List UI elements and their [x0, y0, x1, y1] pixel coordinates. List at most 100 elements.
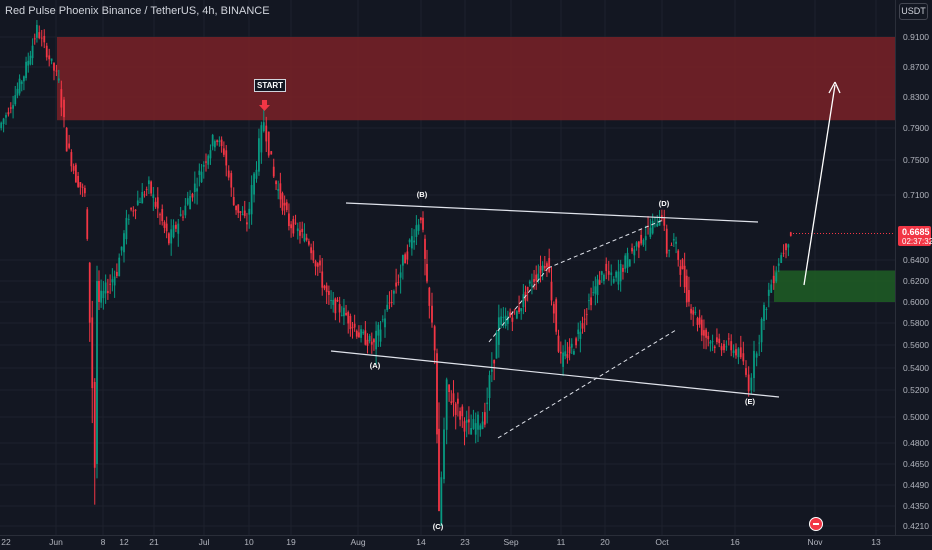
candle-body	[694, 311, 697, 313]
candle-body	[535, 274, 538, 281]
candle-body	[381, 319, 384, 321]
candle-body	[474, 423, 477, 435]
candle-body	[767, 289, 770, 296]
candle-body	[312, 250, 315, 261]
candle-body	[543, 265, 546, 269]
candle-body	[658, 220, 661, 226]
candle-body	[707, 335, 710, 340]
candle-body	[392, 290, 395, 294]
candle-body	[670, 245, 673, 246]
candle-body	[497, 317, 500, 345]
candle-body	[605, 263, 608, 272]
candle-body	[763, 304, 765, 322]
tradingview-logo-icon[interactable]	[809, 517, 823, 531]
candle-body	[450, 401, 453, 403]
time-tick: Jul	[198, 537, 210, 547]
price-axis-divider	[895, 0, 896, 535]
candle-body	[660, 215, 663, 219]
candle-body	[640, 234, 643, 244]
candle-body	[237, 204, 240, 213]
currency-unit-button[interactable]: USDT	[899, 3, 928, 20]
candle-body	[753, 350, 755, 379]
candle-body	[626, 252, 629, 268]
candle-body	[45, 45, 48, 58]
start-down-arrow-icon	[259, 100, 270, 111]
candle-body	[375, 330, 378, 350]
candle-body	[184, 205, 187, 216]
chart-title: Red Pulse Phoenix Binance / TetherUS, 4h…	[5, 5, 270, 17]
candle-body	[588, 300, 590, 301]
candle-body	[175, 224, 177, 229]
candle-body	[440, 477, 443, 526]
candle-body	[760, 319, 763, 343]
candle-body	[777, 263, 780, 266]
candle-body	[592, 292, 595, 294]
last-price-tag	[898, 226, 931, 246]
candle-body	[723, 343, 725, 351]
candle-body	[72, 166, 75, 171]
time-tick: Sep	[503, 537, 519, 547]
price-tick: 0.6000	[903, 297, 929, 307]
candle-body	[703, 330, 705, 336]
candle-body	[581, 323, 584, 329]
candle-body	[364, 330, 367, 345]
candle-body	[248, 208, 251, 215]
time-tick: 20	[600, 537, 610, 547]
candle-body	[644, 236, 647, 241]
candle-body	[415, 225, 418, 237]
candle-body	[619, 263, 622, 282]
candle-body	[330, 300, 332, 301]
candle-body	[711, 341, 714, 342]
target-arrow-line	[803, 84, 836, 286]
candle-body	[562, 352, 564, 367]
target-arrowhead	[828, 81, 841, 94]
price-tick: 0.5800	[903, 318, 929, 328]
candle-body	[384, 318, 386, 328]
candle-body	[612, 278, 615, 283]
candle-body	[50, 58, 53, 61]
candle-body	[0, 122, 3, 129]
candle-body	[490, 369, 493, 372]
candle-body	[48, 55, 51, 60]
candle-body	[504, 315, 507, 327]
candle-body	[241, 214, 244, 215]
candle-body	[96, 281, 98, 464]
candle-body	[617, 271, 620, 285]
candle-body	[31, 45, 34, 59]
candle-body	[745, 368, 747, 375]
candle-body	[696, 318, 699, 325]
price-tick: 0.4490	[903, 480, 929, 490]
candle-body	[624, 255, 627, 269]
candle-body	[479, 425, 482, 430]
candle-body	[200, 171, 203, 183]
candle-body	[668, 250, 671, 251]
candle-body	[408, 239, 411, 243]
candle-body	[83, 187, 86, 194]
candle-body	[321, 271, 324, 288]
candle-body	[758, 342, 761, 344]
candle-body	[472, 419, 475, 429]
candle-body	[303, 233, 306, 242]
candle-body	[325, 285, 328, 293]
candle-body	[205, 161, 207, 163]
candle-body	[145, 189, 148, 190]
candle-body	[628, 259, 631, 267]
candle-body	[468, 419, 470, 423]
candle-body	[23, 76, 25, 82]
candle-body	[698, 317, 701, 325]
candle-body	[152, 194, 155, 199]
candle-body	[196, 188, 199, 192]
candle-body	[690, 308, 692, 314]
candle-body	[483, 412, 486, 425]
candle-body	[575, 338, 577, 346]
candle-body	[672, 239, 675, 241]
candle-body	[316, 263, 319, 267]
candle-body	[533, 279, 535, 282]
candle-body	[570, 343, 573, 348]
candle-body	[211, 134, 214, 147]
lower-trendline	[330, 350, 780, 398]
candle-body	[74, 164, 77, 183]
candle-body	[388, 302, 391, 304]
candle-body	[225, 150, 228, 166]
